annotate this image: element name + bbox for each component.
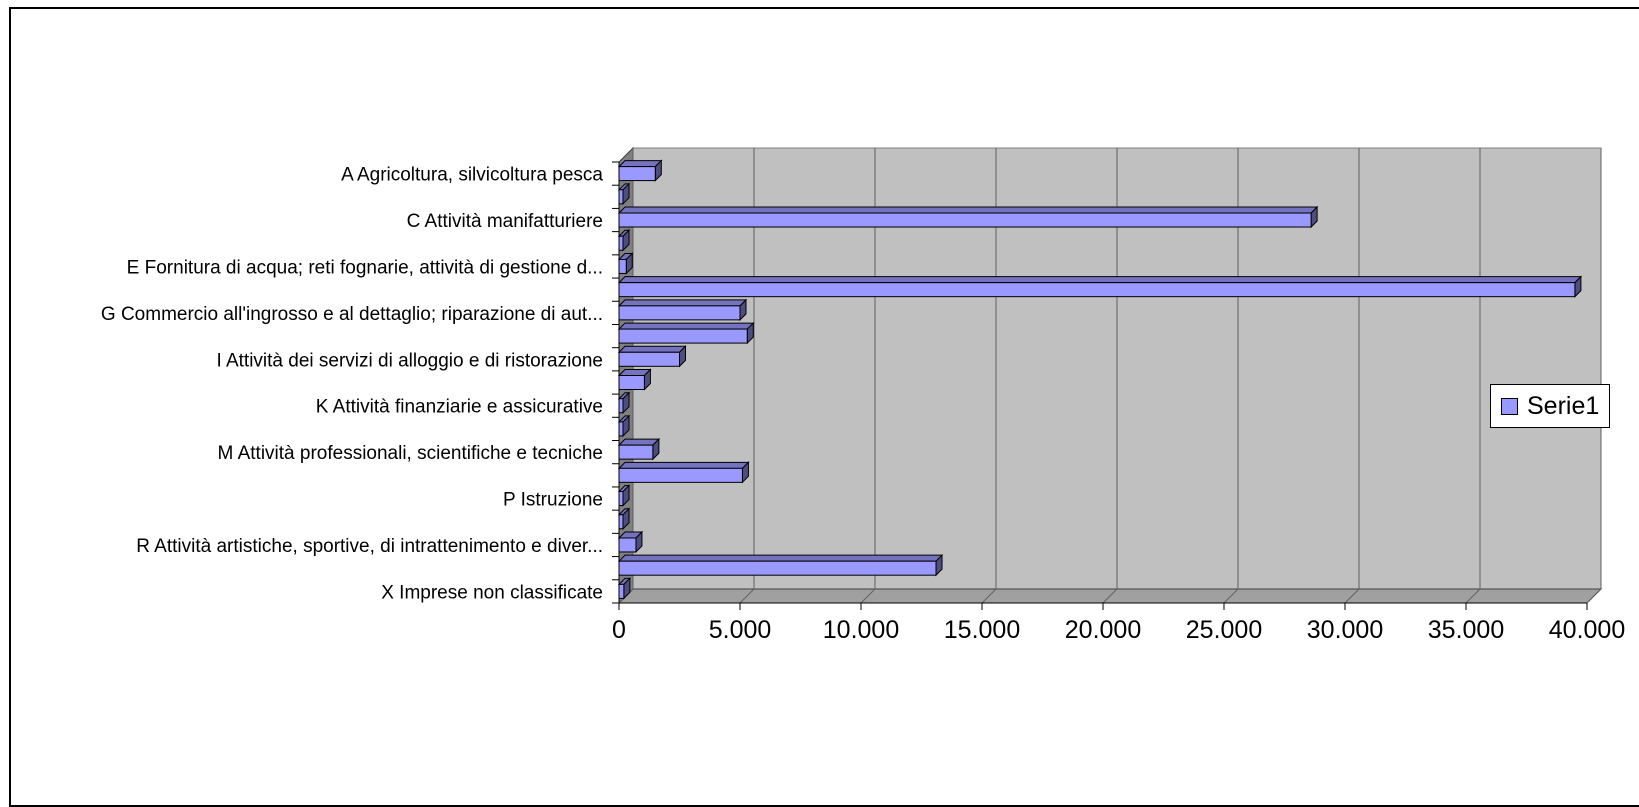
bar-front: [618, 583, 625, 599]
bar: [617, 275, 1583, 298]
y-tick-label: M Attività professionali, scientifiche e…: [218, 443, 603, 464]
bar-front: [618, 421, 624, 437]
y-tick-label: X Imprese non classificate: [381, 582, 603, 603]
bar-top: [617, 345, 687, 353]
bar-top: [617, 276, 1583, 284]
bar: [617, 298, 748, 322]
bar: [617, 553, 944, 577]
bar-front: [618, 537, 637, 553]
bar-front: [618, 351, 680, 367]
x-tick-label: 5.000: [709, 616, 772, 644]
gridline-floor: [1344, 588, 1360, 604]
gridline-floor: [739, 588, 755, 604]
x-tick-label: 20.000: [1065, 616, 1141, 644]
bar-front: [618, 514, 624, 530]
bar-top: [617, 299, 748, 307]
bar-top: [617, 461, 750, 469]
y-tick-label: P Istruzione: [503, 490, 603, 511]
gridline-floor: [1586, 588, 1602, 604]
bar: [617, 252, 634, 275]
gridline-floor: [1465, 588, 1481, 604]
bar: [617, 321, 755, 345]
y-tick-label: K Attività finanziarie e assicurative: [316, 397, 603, 418]
bar: [617, 205, 1319, 229]
y-tick-label: C Attività manifatturiere: [407, 211, 603, 232]
legend-label: Serie1: [1527, 391, 1600, 420]
legend-swatch: [1501, 397, 1518, 415]
bar: [617, 368, 652, 391]
bar-top: [617, 206, 1319, 214]
x-tick-label: 30.000: [1307, 616, 1383, 644]
y-tick-label: G Commercio all'ingrosso e al dettaglio;…: [101, 304, 603, 325]
bar: [617, 461, 750, 484]
y-tick-label: I Attività dei servizi di alloggio e di …: [216, 350, 603, 371]
bar-front: [618, 560, 937, 576]
bar-front: [618, 328, 748, 344]
gridline-floor: [860, 588, 876, 604]
gridline-floor: [1223, 588, 1239, 604]
x-tick-label: 35.000: [1428, 616, 1504, 644]
bar-front: [618, 398, 624, 414]
y-tick-label: R Attività artistiche, sportive, di intr…: [136, 536, 603, 557]
bar-front: [618, 375, 645, 390]
bar-front: [618, 235, 624, 251]
legend: Serie1: [1490, 384, 1611, 428]
y-tick-label: A Agricoltura, silvicoltura pesca: [341, 165, 603, 186]
x-tick-label: 15.000: [944, 616, 1020, 644]
bar-front: [618, 491, 624, 507]
x-tick-label: 25.000: [1186, 616, 1262, 644]
bar: [617, 391, 631, 414]
bar-top: [617, 438, 661, 446]
bar: [617, 229, 631, 252]
bar-front: [618, 467, 743, 483]
gridline-floor: [1102, 588, 1118, 604]
bar: [617, 182, 631, 206]
bar-front: [618, 444, 654, 460]
bar-top: [617, 322, 755, 330]
bar: [617, 437, 661, 461]
bar: [617, 507, 631, 530]
bar-front: [618, 282, 1576, 298]
bar: [617, 345, 687, 368]
bar-front: [618, 305, 741, 321]
bar-top: [617, 554, 944, 562]
x-tick-label: 40.000: [1549, 616, 1625, 644]
bar: [617, 159, 663, 182]
bar-front: [618, 166, 656, 182]
gridline-floor: [981, 588, 997, 604]
bar-front: [618, 258, 627, 274]
bar-front: [618, 212, 1312, 228]
x-tick-label: 0: [612, 616, 626, 644]
bar: [617, 484, 631, 507]
y-tick-label: E Fornitura di acqua; reti fognarie, att…: [127, 257, 603, 278]
x-tick-label: 10.000: [823, 616, 899, 644]
bar-front: [618, 189, 624, 205]
bar-top: [617, 160, 663, 168]
bar: [617, 530, 644, 554]
